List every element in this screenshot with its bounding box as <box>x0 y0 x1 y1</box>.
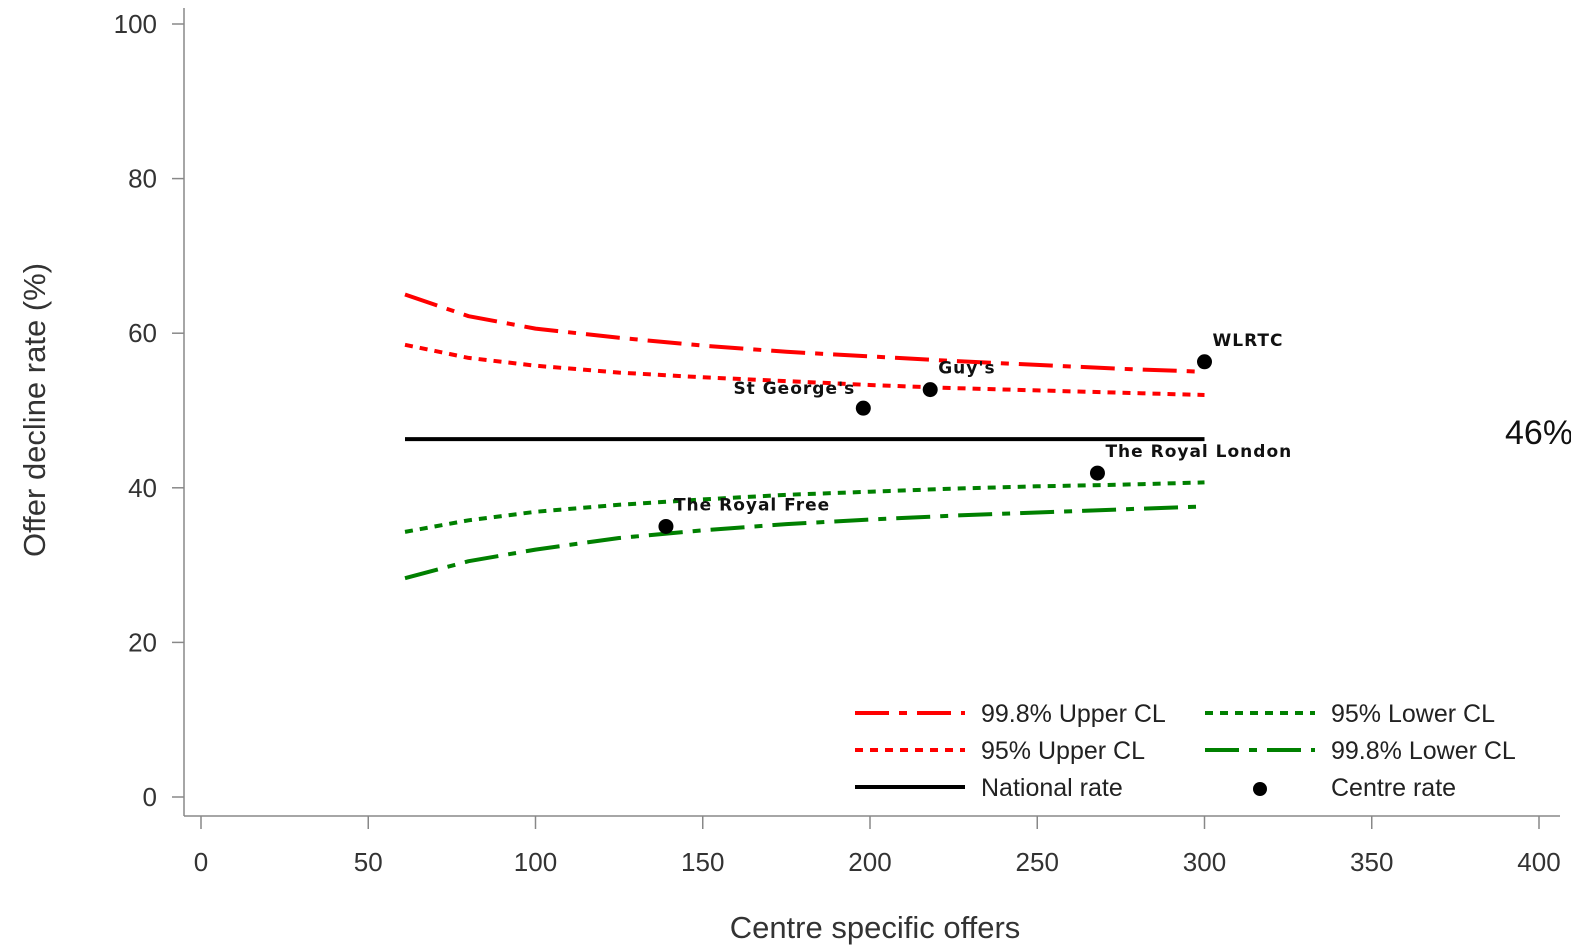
centre-point-label: The Royal Free <box>674 495 830 515</box>
legend-label: 99.8% Lower CL <box>1331 737 1516 765</box>
series-line-95-upper-cl <box>404 342 1205 397</box>
legend: 99.8% Upper CL 95% Lower CL 95% Upper CL 99… <box>855 700 1516 802</box>
x-tick-label: 250 <box>1016 847 1059 877</box>
y-tick-label: 40 <box>128 473 157 503</box>
series-line-99-8-lower-cl <box>404 504 1205 581</box>
x-tick-label: 350 <box>1350 847 1393 877</box>
x-tick-label: 400 <box>1517 847 1560 877</box>
centre-point-label: The Royal London <box>1105 442 1292 462</box>
legend-label: National rate <box>981 774 1123 802</box>
centre-point <box>1089 465 1105 481</box>
x-tick-label: 150 <box>681 847 724 877</box>
centre-point-label: St George's <box>733 379 855 399</box>
legend-swatch <box>1253 782 1267 796</box>
legend-label: Centre rate <box>1331 774 1456 802</box>
series-lines <box>404 292 1205 581</box>
legend-label: 99.8% Upper CL <box>981 700 1166 728</box>
centre-points: The Royal Free St George's Guy's The Royal … <box>658 331 1292 534</box>
legend-label: 95% Upper CL <box>981 737 1145 765</box>
x-tick-label: 100 <box>514 847 557 877</box>
x-tick-label: 0 <box>194 847 208 877</box>
national-rate-annotation: 46% <box>1505 414 1571 452</box>
series-line-99-8-upper-cl <box>404 292 1205 374</box>
series-line-95-lower-cl <box>404 480 1205 534</box>
y-ticks: 0 20 40 60 80 100 <box>114 9 184 812</box>
axes <box>183 8 1560 817</box>
y-tick-label: 100 <box>114 9 157 39</box>
y-tick-label: 0 <box>143 782 157 812</box>
centre-point-label: Guy's <box>938 359 995 379</box>
x-axis-title: Centre specific offers <box>730 910 1021 945</box>
x-tick-label: 300 <box>1183 847 1226 877</box>
x-ticks: 0 50 100 150 200 250 300 350 400 <box>194 816 1561 877</box>
centre-point <box>1197 354 1212 370</box>
centre-point <box>922 382 938 398</box>
centre-point-label: WLRTC <box>1213 331 1284 351</box>
x-tick-label: 50 <box>354 847 383 877</box>
y-axis-title: Offer decline rate (%) <box>17 263 52 557</box>
centre-point <box>855 400 871 416</box>
y-tick-label: 20 <box>128 627 157 657</box>
x-tick-label: 200 <box>848 847 891 877</box>
y-tick-label: 80 <box>128 164 157 194</box>
centre-point <box>658 518 674 534</box>
legend-label: 95% Lower CL <box>1331 700 1495 728</box>
y-tick-label: 60 <box>128 318 157 348</box>
